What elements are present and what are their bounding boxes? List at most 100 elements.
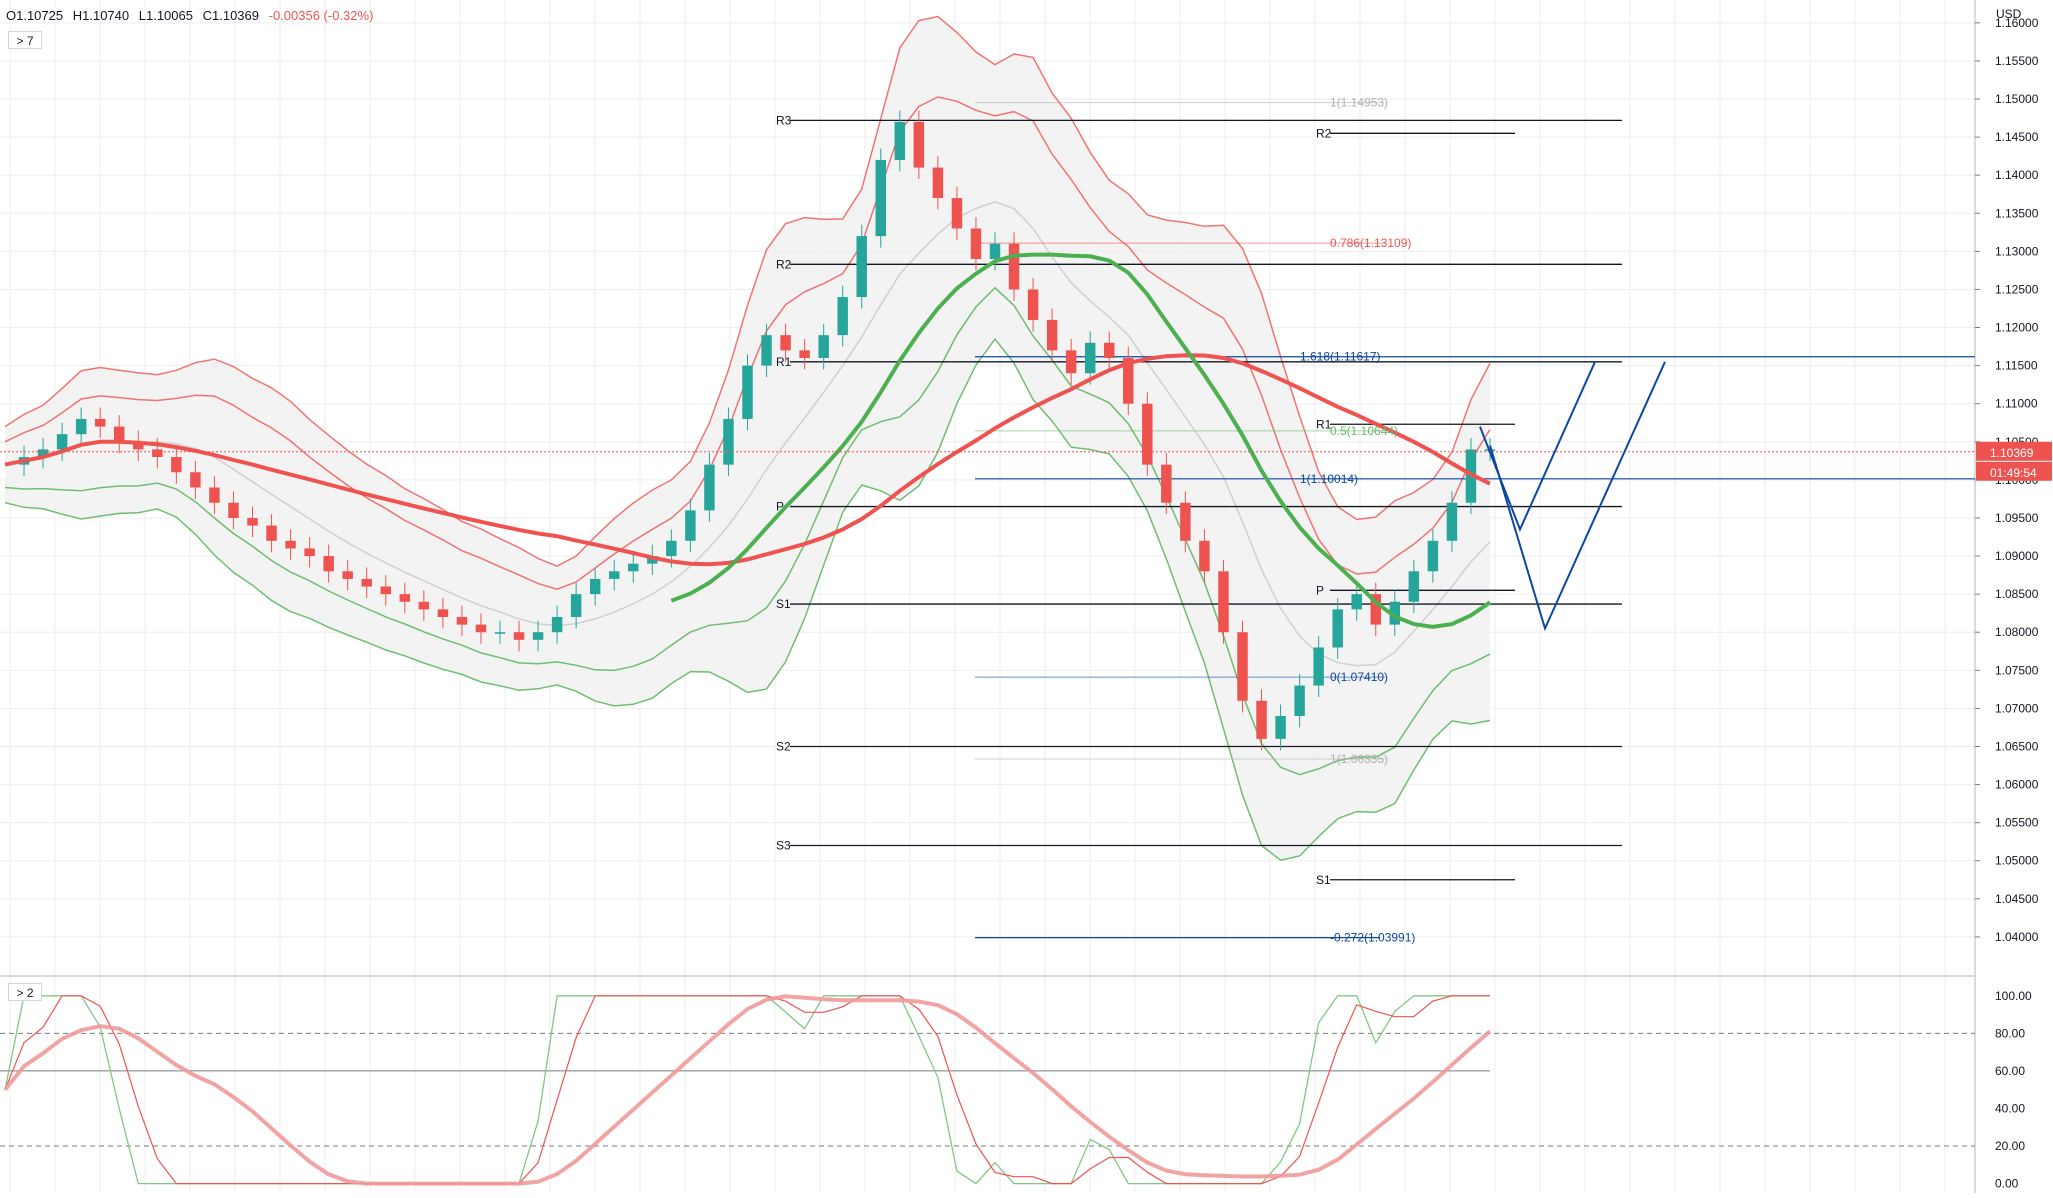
countdown-tag-bg bbox=[1976, 461, 2052, 481]
candle-body bbox=[875, 159, 887, 237]
candle-body bbox=[1370, 594, 1382, 625]
projection-zigzag bbox=[1479, 361, 1596, 532]
bollinger-mid bbox=[4, 201, 1491, 667]
price-tick-label: 1.11000 bbox=[1995, 397, 2038, 411]
candle-body bbox=[323, 556, 334, 572]
candle-body bbox=[1256, 700, 1267, 739]
candle-body bbox=[932, 167, 944, 199]
osc-tick-label: 100.00 bbox=[1995, 989, 2032, 1003]
pivot-label: R2 bbox=[776, 257, 792, 271]
candle-body bbox=[532, 632, 544, 640]
candle-body bbox=[1103, 342, 1115, 359]
indicator-toggle-button[interactable]: > 7 bbox=[8, 31, 42, 49]
bollinger-fill bbox=[5, 16, 1490, 861]
pivot-label: S3 bbox=[776, 839, 791, 853]
pivot-label: S1 bbox=[776, 597, 791, 611]
candle-body bbox=[1008, 243, 1020, 290]
price-tick-label: 1.04500 bbox=[1995, 892, 2039, 906]
price-tick-label: 1.04000 bbox=[1995, 930, 2039, 944]
stochastic-oscillator bbox=[0, 994, 1975, 1186]
oscillator-toggle-button[interactable]: > 2 bbox=[8, 983, 42, 1001]
candle-body bbox=[1427, 540, 1439, 572]
candle-body bbox=[209, 487, 220, 503]
ma-green bbox=[670, 252, 1492, 629]
candle-body bbox=[1332, 609, 1343, 648]
price-tick-label: 1.11500 bbox=[1995, 359, 2038, 373]
candle-body bbox=[342, 571, 353, 579]
candle-body bbox=[818, 335, 829, 359]
stoch-k-slow bbox=[4, 995, 1490, 1185]
candle-body bbox=[190, 472, 201, 488]
ohlc-change: -0.00356 (-0.32%) bbox=[268, 8, 374, 23]
candle-body bbox=[1142, 403, 1153, 465]
price-tick-label: 1.08500 bbox=[1995, 587, 2039, 601]
candle-body bbox=[780, 335, 791, 351]
osc-tick-label: 80.00 bbox=[1995, 1026, 2025, 1040]
candle-body bbox=[1237, 632, 1248, 701]
projection-zigzag bbox=[1489, 361, 1666, 632]
ohlc-open: O1.10725 bbox=[6, 8, 64, 23]
extension-label: 1.618(1.11617) bbox=[1300, 350, 1381, 364]
candle-body bbox=[1351, 594, 1362, 610]
candle-body bbox=[951, 198, 963, 229]
candle-body bbox=[1180, 502, 1191, 541]
candle-body bbox=[133, 441, 144, 450]
price-tick-label: 1.05000 bbox=[1995, 854, 2039, 868]
candle-body bbox=[570, 594, 582, 617]
fib-label: 0.786(1.13109) bbox=[1330, 236, 1411, 250]
candle-body bbox=[1275, 716, 1286, 739]
candle-body bbox=[456, 616, 468, 625]
price-tick-label: 1.08000 bbox=[1995, 625, 2039, 639]
candle-body bbox=[742, 365, 753, 419]
candle-body bbox=[970, 228, 982, 259]
candle-body bbox=[799, 350, 810, 359]
price-tick-label: 1.07000 bbox=[1995, 701, 2039, 715]
extension-label: 1(1.10014) bbox=[1300, 472, 1358, 486]
fib-label: 1(1.06335) bbox=[1330, 752, 1388, 766]
osc-tick-label: 20.00 bbox=[1995, 1139, 2025, 1153]
price-tick-label: 1.13500 bbox=[1995, 206, 2039, 220]
ohlc-low: L1.10065 bbox=[138, 8, 193, 23]
bollinger-bands bbox=[4, 15, 1491, 862]
candle-body bbox=[1389, 601, 1401, 625]
fib-label: 1(1.14953) bbox=[1330, 96, 1388, 110]
stoch-k-fast bbox=[4, 995, 1490, 1185]
projection-lines[interactable] bbox=[1479, 361, 1666, 632]
candle-body bbox=[913, 121, 925, 168]
osc-tick-label: 40.00 bbox=[1995, 1101, 2025, 1115]
price-tick-label: 1.14500 bbox=[1995, 130, 2039, 144]
candle-body bbox=[1199, 540, 1210, 572]
moving-averages bbox=[0, 252, 1975, 629]
candle-body bbox=[1446, 502, 1458, 541]
candle-body bbox=[608, 571, 620, 579]
candle-body bbox=[380, 586, 392, 595]
pivot-label-right: S1 bbox=[1316, 873, 1331, 887]
candle-body bbox=[1084, 342, 1096, 374]
candle-body bbox=[1408, 571, 1420, 602]
price-tick-label: 1.12000 bbox=[1995, 321, 2039, 335]
pivot-label: R3 bbox=[776, 113, 792, 127]
bollinger-lower-outer bbox=[4, 337, 1491, 862]
level-labels: R3 R2 R1 P S1 S2 S3 R2 R1 P S1 1(1.14953) 0.786(1.13… bbox=[776, 96, 1415, 945]
candle-body bbox=[1218, 571, 1229, 633]
bollinger-upper-outer bbox=[4, 15, 1491, 568]
ohlc-high: H1.10740 bbox=[72, 8, 130, 23]
candle-body bbox=[513, 632, 525, 640]
fib-label: 0(1.07410) bbox=[1330, 670, 1388, 684]
pivot-label: P bbox=[776, 500, 784, 514]
candle-body bbox=[475, 624, 487, 633]
price-tick-label: 1.15500 bbox=[1995, 54, 2039, 68]
osc-tick-label: 0.00 bbox=[1995, 1177, 2019, 1191]
candle-body bbox=[152, 449, 163, 458]
candle-body bbox=[75, 418, 87, 435]
candle-body bbox=[418, 601, 430, 610]
extension-label: -0.272(1.03991) bbox=[1330, 931, 1415, 945]
candle-body bbox=[94, 418, 106, 427]
candle-body bbox=[1161, 464, 1172, 503]
pivot-label-right: P bbox=[1316, 583, 1324, 597]
candle-body bbox=[494, 632, 506, 634]
candle-body bbox=[894, 121, 906, 160]
